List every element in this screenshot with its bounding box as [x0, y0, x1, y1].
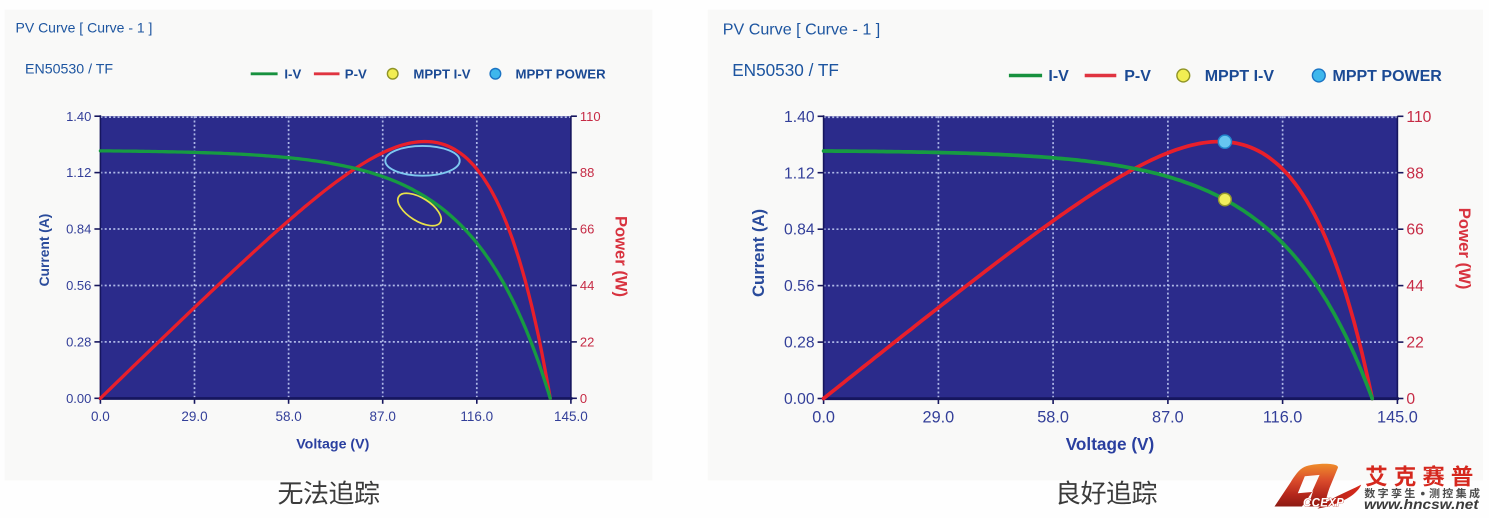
svg-text:116.0: 116.0: [1263, 408, 1303, 426]
svg-text:22: 22: [1406, 335, 1423, 352]
svg-text:Voltage (V): Voltage (V): [1066, 434, 1155, 454]
svg-text:0.56: 0.56: [66, 278, 91, 293]
svg-text:58.0: 58.0: [275, 409, 301, 424]
svg-text:I-V: I-V: [284, 66, 301, 81]
svg-text:0.28: 0.28: [66, 335, 91, 350]
svg-text:PV Curve [ Curve - 1 ]: PV Curve [ Curve - 1 ]: [723, 21, 880, 39]
svg-text:I-V: I-V: [1048, 68, 1069, 85]
svg-text:MPPT POWER: MPPT POWER: [1333, 68, 1443, 85]
svg-text:PV Curve [ Curve - 1 ]: PV Curve [ Curve - 1 ]: [16, 20, 153, 36]
svg-text:44: 44: [1406, 278, 1424, 295]
svg-text:Power (W): Power (W): [1455, 208, 1474, 290]
svg-text:145.0: 145.0: [554, 409, 588, 424]
svg-text:Current (A): Current (A): [749, 209, 768, 297]
svg-text:EN50530 / TF: EN50530 / TF: [732, 60, 839, 80]
svg-text:22: 22: [580, 335, 594, 350]
svg-text:0.56: 0.56: [784, 278, 815, 295]
svg-text:0.0: 0.0: [91, 409, 110, 424]
svg-text:0: 0: [580, 391, 587, 406]
svg-text:66: 66: [1406, 222, 1424, 239]
svg-text:58.0: 58.0: [1037, 408, 1069, 426]
svg-text:1.40: 1.40: [66, 109, 91, 124]
svg-text:P-V: P-V: [1124, 68, 1151, 85]
svg-text:29.0: 29.0: [923, 408, 955, 426]
svg-text:0.00: 0.00: [784, 391, 815, 408]
svg-text:44: 44: [580, 278, 594, 293]
svg-text:Power (W): Power (W): [612, 216, 631, 297]
svg-text:MPPT I-V: MPPT I-V: [413, 66, 470, 81]
svg-text:MPPT POWER: MPPT POWER: [516, 66, 607, 81]
svg-text:0.00: 0.00: [66, 391, 91, 406]
svg-text:P-V: P-V: [345, 66, 367, 81]
svg-text:EN50530 / TF: EN50530 / TF: [25, 62, 113, 78]
svg-text:1.12: 1.12: [66, 165, 91, 180]
svg-text:0.84: 0.84: [66, 222, 91, 237]
svg-text:0.84: 0.84: [784, 222, 815, 239]
svg-text:0.28: 0.28: [784, 335, 815, 352]
svg-text:www.hncsw.net: www.hncsw.net: [1364, 496, 1480, 512]
svg-text:145.0: 145.0: [1377, 408, 1418, 426]
svg-text:88: 88: [580, 165, 594, 180]
svg-text:110: 110: [1406, 109, 1431, 126]
svg-text:66: 66: [580, 222, 594, 237]
svg-text:Current (A): Current (A): [37, 214, 52, 287]
svg-text:1.12: 1.12: [784, 165, 815, 182]
svg-text:87.0: 87.0: [370, 409, 396, 424]
svg-text:88: 88: [1406, 165, 1424, 182]
svg-text:110: 110: [580, 109, 601, 124]
svg-text:MPPT I-V: MPPT I-V: [1205, 68, 1275, 85]
svg-text:116.0: 116.0: [460, 409, 493, 424]
svg-text:Voltage (V): Voltage (V): [296, 437, 369, 453]
svg-text:29.0: 29.0: [181, 409, 207, 424]
svg-text:0.0: 0.0: [812, 408, 835, 426]
svg-text:87.0: 87.0: [1152, 408, 1184, 426]
svg-text:0: 0: [1406, 391, 1415, 408]
svg-text:1.40: 1.40: [784, 109, 815, 126]
svg-text:CCEXP: CCEXP: [1303, 498, 1344, 510]
